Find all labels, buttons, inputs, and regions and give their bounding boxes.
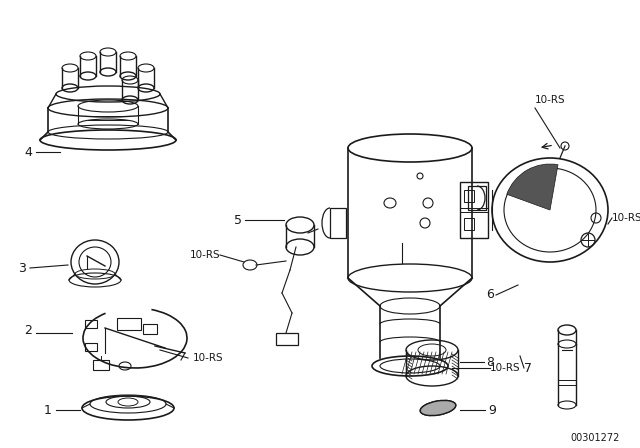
Text: 2: 2 [24,323,32,336]
Text: 4: 4 [24,146,32,159]
Text: 10-RS: 10-RS [193,353,223,363]
Text: 10-RS: 10-RS [490,363,520,373]
Bar [330,208,346,238]
Bar [468,186,486,210]
Bar [460,182,488,238]
Bar [276,333,298,345]
Text: 6: 6 [486,289,494,302]
Text: 10-RS: 10-RS [612,213,640,223]
Bar [93,360,109,370]
Bar [464,190,474,202]
Text: 10-RS: 10-RS [535,95,566,105]
Bar [464,218,474,230]
Text: 1: 1 [44,404,52,417]
Bar [143,324,157,334]
Text: 9: 9 [488,404,496,417]
Text: 10-RS: 10-RS [189,250,220,260]
Text: 3: 3 [18,262,26,275]
Bar [117,318,141,330]
Text: 8: 8 [486,356,494,369]
Ellipse shape [420,401,456,416]
Bar [85,343,97,351]
Bar [85,320,97,328]
Wedge shape [507,164,558,210]
Text: 00301272: 00301272 [570,433,620,443]
Text: 5: 5 [234,214,242,227]
Text: 7: 7 [524,362,532,375]
